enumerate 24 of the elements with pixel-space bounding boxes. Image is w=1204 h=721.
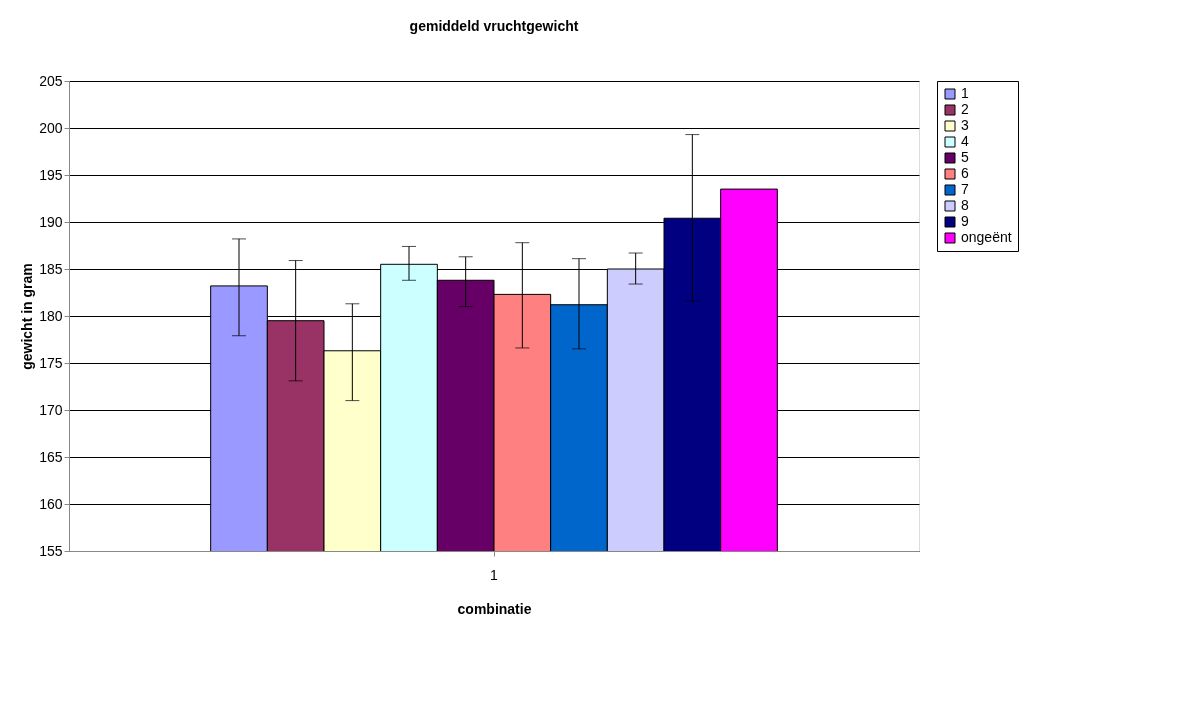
legend-label: 1 <box>961 85 969 101</box>
legend-label: 9 <box>961 213 969 229</box>
y-tick-label: 175 <box>39 354 63 371</box>
x-axis-title: combinatie <box>457 600 532 617</box>
y-tick-label: 165 <box>39 448 63 465</box>
legend-label: 5 <box>961 149 969 165</box>
legend-label: 4 <box>961 133 969 149</box>
y-tick-label: 160 <box>39 495 63 512</box>
legend-label: 8 <box>961 197 969 213</box>
y-tick-label: 205 <box>39 72 63 89</box>
y-tick-label: 155 <box>39 542 63 559</box>
chart-title: gemiddeld vruchtgewicht <box>409 18 579 34</box>
y-tick-label: 190 <box>39 213 63 230</box>
y-tick-label: 200 <box>39 119 63 136</box>
y-tick-label: 180 <box>39 307 63 324</box>
y-tick-label: 195 <box>39 166 63 183</box>
y-tick-label: 185 <box>39 260 63 277</box>
legend-label: 6 <box>961 165 969 181</box>
y-tick-label: 170 <box>39 401 63 418</box>
legend-label: 2 <box>961 101 969 117</box>
legend-label: ongeënt <box>961 229 1012 245</box>
y-axis-title: gewicht in gram <box>19 263 36 370</box>
legend-label: 3 <box>961 117 969 133</box>
legend-label: 7 <box>961 181 969 197</box>
